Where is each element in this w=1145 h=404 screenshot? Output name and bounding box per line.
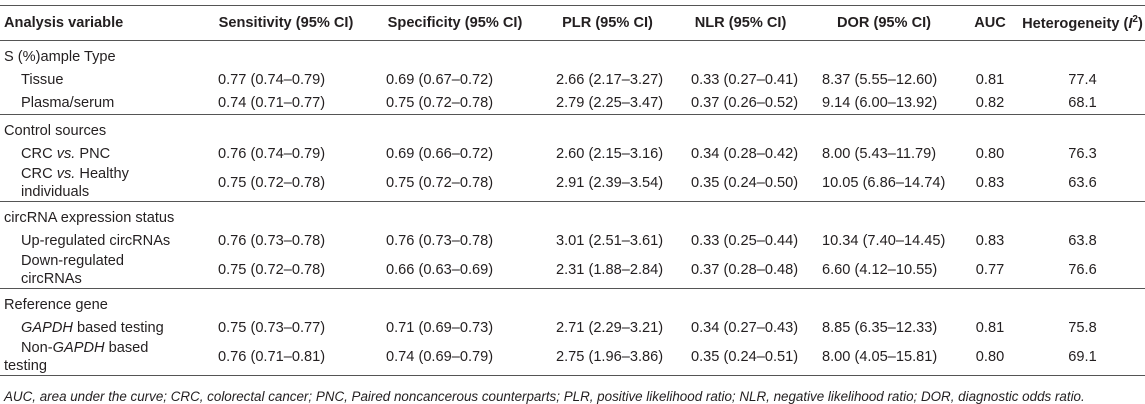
cell-dor: 8.85 (6.35–12.33) <box>822 319 938 336</box>
cell-sensitivity: 0.75 (0.72–0.78) <box>218 262 326 278</box>
cell-auc: 0.83 <box>975 232 1005 249</box>
cell-auc: 0.80 <box>975 145 1005 162</box>
results-table: Analysis variable Sensitivity (95% CI) S… <box>0 5 1145 376</box>
cell-sensitivity: 0.75 (0.72–0.78) <box>218 175 326 191</box>
cell-dor: 8.37 (5.55–12.60) <box>822 71 938 88</box>
row-label: Tissue <box>21 71 64 88</box>
cell-dor: 9.14 (6.00–13.92) <box>822 94 938 111</box>
cell-plr: 2.71 (2.29–3.21) <box>556 319 664 336</box>
row-label: Plasma/serum <box>21 94 115 111</box>
cell-nlr: 0.34 (0.27–0.43) <box>691 319 799 336</box>
cell-heterogeneity: 76.6 <box>1068 262 1097 278</box>
cell-specificity: 0.66 (0.63–0.69) <box>386 262 494 278</box>
header-auc: AUC <box>974 15 1006 31</box>
table-row: CRC vs. Healthy individuals 0.75 (0.72–0.… <box>0 165 1145 202</box>
group-label: S (%)ample Type <box>4 48 116 65</box>
cell-specificity: 0.76 (0.73–0.78) <box>386 232 494 249</box>
header-analysis-variable: Analysis variable <box>4 15 124 31</box>
cell-plr: 2.79 (2.25–3.47) <box>556 94 664 111</box>
header-specificity: Specificity (95% CI) <box>387 15 523 31</box>
cell-heterogeneity: 76.3 <box>1068 145 1097 162</box>
group-row: circRNA expression status <box>0 201 1145 229</box>
cell-plr: 2.91 (2.39–3.54) <box>556 175 664 191</box>
cell-nlr: 0.37 (0.26–0.52) <box>691 94 799 111</box>
cell-plr: 2.60 (2.15–3.16) <box>556 145 664 162</box>
cell-auc: 0.82 <box>975 94 1005 111</box>
cell-heterogeneity: 75.8 <box>1068 319 1097 336</box>
table-row: Up-regulated circRNAs 0.76 (0.73–0.78) 0… <box>0 229 1145 252</box>
cell-heterogeneity: 68.1 <box>1068 94 1097 111</box>
cell-heterogeneity: 63.8 <box>1068 232 1097 249</box>
header-sensitivity: Sensitivity (95% CI) <box>218 15 354 31</box>
cell-sensitivity: 0.75 (0.73–0.77) <box>218 319 326 336</box>
table-row: Non-GAPDH based testing 0.76 (0.71–0.81) … <box>0 339 1145 376</box>
cell-nlr: 0.33 (0.27–0.41) <box>691 71 799 88</box>
cell-specificity: 0.74 (0.69–0.79) <box>386 349 494 365</box>
cell-specificity: 0.71 (0.69–0.73) <box>386 319 494 336</box>
group-label: Control sources <box>0 114 1145 142</box>
cell-dor: 10.34 (7.40–14.45) <box>822 232 946 249</box>
cell-dor: 8.00 (4.05–15.81) <box>822 349 938 365</box>
cell-plr: 2.66 (2.17–3.27) <box>556 71 664 88</box>
row-label: CRC vs. Healthy individuals <box>21 166 129 200</box>
cell-auc: 0.77 <box>975 262 1005 278</box>
cell-heterogeneity: 69.1 <box>1068 349 1097 365</box>
header-nlr: NLR (95% CI) <box>694 15 787 31</box>
cell-auc: 0.81 <box>975 319 1005 336</box>
group-label: circRNA expression status <box>0 201 1145 229</box>
cell-specificity: 0.75 (0.72–0.78) <box>386 94 494 111</box>
cell-plr: 2.75 (1.96–3.86) <box>556 349 664 365</box>
cell-nlr: 0.35 (0.24–0.50) <box>691 175 799 191</box>
cell-sensitivity: 0.76 (0.74–0.79) <box>218 145 326 162</box>
row-label: Up-regulated circRNAs <box>21 232 171 249</box>
cell-plr: 3.01 (2.51–3.61) <box>556 232 664 249</box>
cell-dor: 10.05 (6.86–14.74) <box>822 175 946 191</box>
table-footnote: AUC, area under the curve; CRC, colorect… <box>4 389 1085 404</box>
group-row: S (%)ample Type <box>0 41 1145 69</box>
cell-sensitivity: 0.77 (0.74–0.79) <box>218 71 326 88</box>
table-row: Tissue 0.77 (0.74–0.79) 0.69 (0.67–0.72)… <box>0 68 1145 91</box>
group-row: Reference gene <box>0 288 1145 316</box>
row-label: GAPDH based testing <box>21 319 164 336</box>
cell-heterogeneity: 63.6 <box>1068 175 1097 191</box>
cell-auc: 0.83 <box>975 175 1005 191</box>
cell-plr: 2.31 (1.88–2.84) <box>556 262 664 278</box>
cell-dor: 8.00 (5.43–11.79) <box>822 145 937 162</box>
cell-nlr: 0.35 (0.24–0.51) <box>691 349 799 365</box>
row-label: CRC vs. PNC <box>21 145 111 162</box>
group-row: Control sources <box>0 114 1145 142</box>
cell-auc: 0.81 <box>975 71 1005 88</box>
header-plr: PLR (95% CI) <box>562 15 653 31</box>
header-heterogeneity: Heterogeneity (I2) <box>1022 14 1143 32</box>
cell-sensitivity: 0.76 (0.71–0.81) <box>218 349 326 365</box>
table-row: Plasma/serum 0.74 (0.71–0.77) 0.75 (0.72… <box>0 91 1145 115</box>
cell-specificity: 0.69 (0.66–0.72) <box>386 145 494 162</box>
cell-auc: 0.80 <box>975 349 1005 365</box>
table-row: CRC vs. PNC 0.76 (0.74–0.79) 0.69 (0.66–… <box>0 142 1145 165</box>
cell-nlr: 0.34 (0.28–0.42) <box>691 145 799 162</box>
cell-specificity: 0.75 (0.72–0.78) <box>386 175 494 191</box>
header-row: Analysis variable Sensitivity (95% CI) S… <box>0 5 1145 41</box>
table-row: Down-regulated circRNAs 0.75 (0.72–0.78) … <box>0 252 1145 289</box>
group-label: Reference gene <box>0 288 1145 316</box>
cell-specificity: 0.69 (0.67–0.72) <box>386 71 494 88</box>
cell-dor: 6.60 (4.12–10.55) <box>822 262 938 278</box>
header-dor: DOR (95% CI) <box>836 15 932 31</box>
table-row: GAPDH based testing 0.75 (0.73–0.77) 0.7… <box>0 316 1145 339</box>
cell-heterogeneity: 77.4 <box>1068 71 1097 88</box>
row-label: Down-regulated circRNAs <box>21 253 125 287</box>
cell-sensitivity: 0.74 (0.71–0.77) <box>218 94 326 111</box>
cell-nlr: 0.33 (0.25–0.44) <box>691 232 799 249</box>
cell-sensitivity: 0.76 (0.73–0.78) <box>218 232 326 249</box>
row-label: Non-GAPDH based testing <box>4 340 149 374</box>
cell-nlr: 0.37 (0.28–0.48) <box>691 262 799 278</box>
